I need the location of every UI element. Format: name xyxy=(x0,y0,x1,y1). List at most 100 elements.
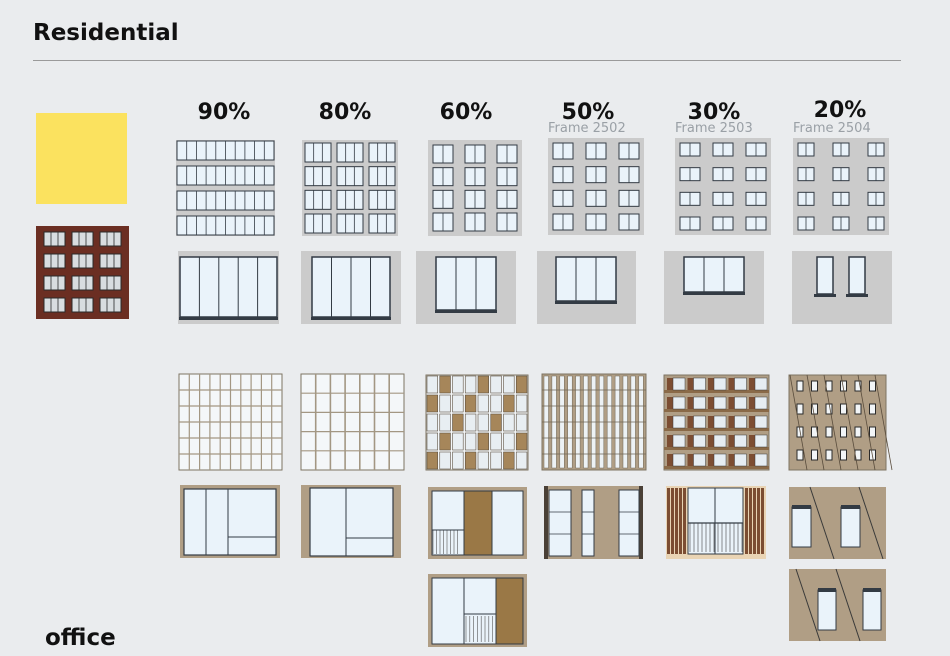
facade-80[interactable] xyxy=(302,140,398,236)
wood-slat xyxy=(745,488,748,554)
window-detail-60[interactable] xyxy=(416,251,516,324)
detail-background xyxy=(792,251,892,324)
facade-module xyxy=(477,451,489,470)
facade-30[interactable] xyxy=(675,138,771,235)
wood-panel xyxy=(728,397,735,409)
window xyxy=(840,403,847,415)
office-facade-60[interactable] xyxy=(425,374,529,471)
facade-module xyxy=(464,375,477,394)
wood-slat xyxy=(671,488,674,554)
window-glass xyxy=(581,489,595,557)
window xyxy=(840,449,847,461)
office-detail-90[interactable] xyxy=(180,485,280,558)
facade-module xyxy=(515,413,528,432)
office-facade-90[interactable] xyxy=(178,373,283,471)
window xyxy=(336,189,364,210)
facade-50[interactable] xyxy=(548,138,644,235)
window xyxy=(869,380,876,392)
office-facade-50[interactable] xyxy=(541,373,647,471)
window-detail-30[interactable] xyxy=(664,251,764,324)
floor-slab xyxy=(664,428,769,431)
window-glass xyxy=(555,256,617,302)
window-detail-50[interactable] xyxy=(537,251,636,324)
facade-module xyxy=(477,413,489,432)
office-facade-30[interactable] xyxy=(663,374,770,471)
office-detail-20-b[interactable] xyxy=(789,568,886,642)
wood-panel xyxy=(749,397,755,409)
window xyxy=(713,453,727,467)
office-detail-60[interactable] xyxy=(428,487,527,559)
wood-panel xyxy=(708,378,714,390)
office-facade-20[interactable] xyxy=(788,374,893,471)
window-glass xyxy=(862,589,882,631)
wood-slat xyxy=(683,488,686,554)
wood-panel xyxy=(708,454,714,466)
window-sill xyxy=(179,317,278,320)
brick-window xyxy=(43,253,66,269)
office-detail-30[interactable] xyxy=(666,486,766,559)
brick-window xyxy=(43,275,66,291)
facade-module xyxy=(439,451,451,470)
facade-module xyxy=(426,432,438,451)
window-detail-80[interactable] xyxy=(301,251,401,324)
window xyxy=(672,453,686,467)
window xyxy=(713,415,727,429)
floor-slab xyxy=(664,390,769,393)
window-sill xyxy=(311,317,391,320)
facade-module xyxy=(439,413,451,432)
facade-module xyxy=(515,394,528,413)
facade-module xyxy=(515,375,528,394)
window xyxy=(713,396,727,410)
brick-window xyxy=(99,231,122,247)
facade-module xyxy=(503,394,515,413)
section-heading-office: office xyxy=(45,625,116,651)
brick-facade-thumbnail[interactable] xyxy=(36,226,129,319)
window xyxy=(869,426,876,438)
brick-window xyxy=(43,231,66,247)
color-swatch[interactable] xyxy=(36,113,127,204)
window xyxy=(672,396,686,410)
office-detail-60-b[interactable] xyxy=(428,574,527,647)
facade-module xyxy=(490,432,502,451)
wood-panel xyxy=(667,435,673,447)
wood-panel xyxy=(708,397,714,409)
facade-20[interactable] xyxy=(793,138,889,235)
wood-panel xyxy=(687,378,694,390)
wood-panel xyxy=(749,454,755,466)
window xyxy=(825,449,833,461)
facade-module xyxy=(452,375,464,394)
window-detail-90[interactable] xyxy=(178,251,279,324)
window xyxy=(854,380,862,392)
facade-module xyxy=(477,432,489,451)
window xyxy=(693,453,706,467)
facade-module xyxy=(439,375,451,394)
office-detail-80[interactable] xyxy=(301,485,401,558)
window xyxy=(754,396,768,410)
wood-panel xyxy=(463,490,493,556)
facade-60[interactable] xyxy=(428,140,522,236)
office-detail-20-a[interactable] xyxy=(789,486,886,560)
office-detail-50[interactable] xyxy=(544,486,643,559)
facade-90[interactable] xyxy=(176,140,275,236)
wood-panel xyxy=(687,435,694,447)
window-detail-20[interactable] xyxy=(792,251,892,324)
window xyxy=(811,380,818,392)
window-sill xyxy=(846,294,868,297)
facade-module xyxy=(515,432,528,451)
wood-slat xyxy=(757,488,760,554)
wood-panel xyxy=(708,435,714,447)
wood-panel xyxy=(667,397,673,409)
facade-module xyxy=(426,375,438,394)
frame-label-2502: Frame 2502 xyxy=(548,121,626,136)
window xyxy=(336,142,364,163)
window xyxy=(672,434,686,448)
window-glass xyxy=(183,488,277,556)
window-sill xyxy=(435,310,497,313)
facade-module xyxy=(464,451,477,470)
diagonal-joint xyxy=(835,568,861,642)
wood-panel xyxy=(667,378,673,390)
office-facade-80[interactable] xyxy=(300,373,405,471)
brick-window xyxy=(99,253,122,269)
window xyxy=(734,453,747,467)
percent-label-30: 30% xyxy=(687,100,741,125)
